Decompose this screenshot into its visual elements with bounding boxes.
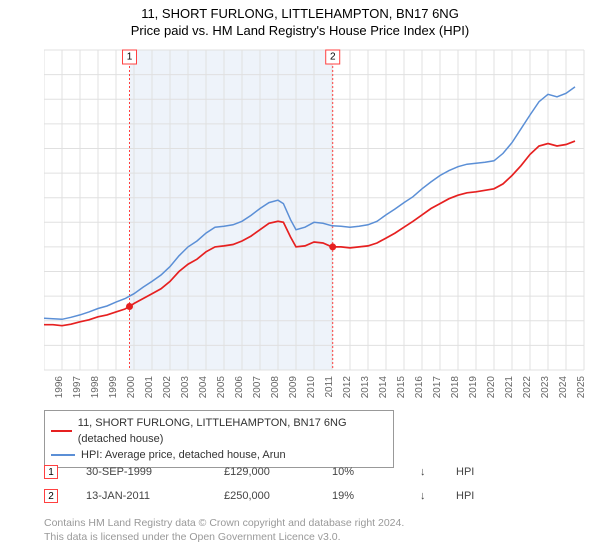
svg-text:2014: 2014 (378, 376, 389, 399)
transactions-table: 1 30-SEP-1999 £129,000 10% ↓ HPI 2 13-JA… (44, 460, 474, 508)
txn-suffix: HPI (456, 466, 474, 478)
txn-date: 30-SEP-1999 (86, 466, 196, 478)
svg-text:2023: 2023 (540, 376, 551, 399)
legend-swatch (51, 430, 72, 432)
txn-date: 13-JAN-2011 (86, 490, 196, 502)
svg-text:2011: 2011 (324, 376, 335, 398)
txn-suffix: HPI (456, 490, 474, 502)
svg-text:2008: 2008 (270, 376, 281, 399)
svg-text:2010: 2010 (306, 376, 317, 399)
legend-label: 11, SHORT FURLONG, LITTLEHAMPTON, BN17 6… (78, 415, 387, 447)
chart-title: 11, SHORT FURLONG, LITTLEHAMPTON, BN17 6… (0, 6, 600, 21)
svg-text:1995: 1995 (44, 376, 47, 399)
legend-item: 11, SHORT FURLONG, LITTLEHAMPTON, BN17 6… (51, 415, 387, 447)
txn-price: £129,000 (224, 466, 304, 478)
svg-text:2004: 2004 (198, 376, 209, 399)
svg-text:2016: 2016 (414, 376, 425, 399)
copyright-line: Contains HM Land Registry data © Crown c… (44, 516, 564, 530)
svg-text:2015: 2015 (396, 376, 407, 399)
svg-text:2005: 2005 (216, 376, 227, 399)
svg-text:2009: 2009 (288, 376, 299, 399)
legend-swatch (51, 454, 75, 456)
svg-text:2001: 2001 (144, 376, 155, 399)
svg-text:1996: 1996 (54, 376, 65, 399)
txn-price: £250,000 (224, 490, 304, 502)
svg-text:1: 1 (127, 52, 133, 63)
svg-text:2018: 2018 (450, 376, 461, 399)
arrow-down-icon: ↓ (420, 490, 428, 502)
svg-text:2012: 2012 (342, 376, 353, 399)
svg-text:2017: 2017 (432, 376, 443, 399)
svg-text:2: 2 (330, 52, 336, 63)
svg-text:1998: 1998 (90, 376, 101, 399)
svg-text:2024: 2024 (558, 376, 569, 399)
svg-text:2025: 2025 (576, 376, 587, 399)
svg-text:2002: 2002 (162, 376, 173, 399)
table-row: 2 13-JAN-2011 £250,000 19% ↓ HPI (44, 484, 474, 508)
svg-text:2021: 2021 (504, 376, 515, 399)
svg-text:2006: 2006 (234, 376, 245, 399)
svg-text:2003: 2003 (180, 376, 191, 399)
copyright-notice: Contains HM Land Registry data © Crown c… (44, 516, 564, 544)
svg-text:1999: 1999 (108, 376, 119, 399)
svg-text:2020: 2020 (486, 376, 497, 399)
svg-text:2022: 2022 (522, 376, 533, 399)
svg-text:2007: 2007 (252, 376, 263, 399)
chart-subtitle: Price paid vs. HM Land Registry's House … (0, 23, 600, 38)
svg-text:2000: 2000 (126, 376, 137, 399)
txn-delta: 10% (332, 466, 392, 478)
arrow-down-icon: ↓ (420, 466, 428, 478)
txn-delta: 19% (332, 490, 392, 502)
table-row: 1 30-SEP-1999 £129,000 10% ↓ HPI (44, 460, 474, 484)
svg-text:2013: 2013 (360, 376, 371, 399)
copyright-line: This data is licensed under the Open Gov… (44, 530, 564, 544)
svg-text:1997: 1997 (72, 376, 83, 399)
svg-text:2019: 2019 (468, 376, 479, 399)
marker-badge: 2 (44, 489, 58, 503)
marker-badge: 1 (44, 465, 58, 479)
price-chart: £0£50K£100K£150K£200K£250K£300K£350K£400… (44, 46, 590, 400)
